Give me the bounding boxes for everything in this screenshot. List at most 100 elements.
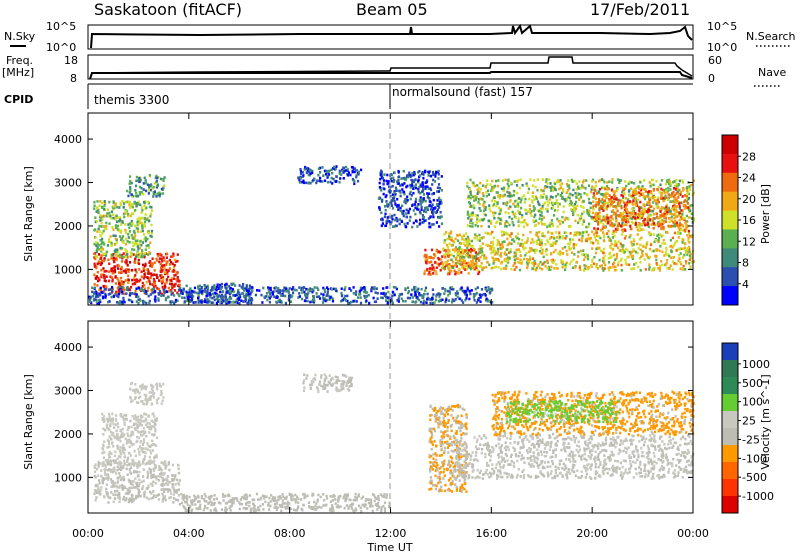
power-cell: [224, 287, 228, 290]
power-cell: [529, 178, 532, 181]
power-cell: [206, 286, 210, 290]
power-cell: [472, 261, 475, 264]
power-cell: [129, 200, 132, 204]
power-cell: [628, 211, 631, 215]
power-cell: [121, 286, 124, 289]
power-cell: [106, 212, 109, 215]
power-cell: [490, 222, 493, 225]
power-cell: [132, 244, 135, 248]
power-cell: [154, 300, 157, 303]
power-cell: [577, 255, 580, 258]
power-cell: [633, 239, 636, 243]
power-cell: [114, 243, 117, 246]
power-cell: [465, 293, 468, 297]
power-cell: [417, 208, 420, 211]
power-cell: [512, 189, 515, 193]
power-cell: [548, 224, 551, 227]
power-cell: [603, 261, 606, 264]
power-cell: [619, 215, 622, 219]
power-cell: [512, 223, 515, 227]
power-cell: [301, 288, 304, 291]
velocity-cell: [113, 481, 116, 485]
power-cell: [248, 297, 251, 301]
power-cell: [420, 208, 423, 212]
power-cell: [435, 211, 438, 214]
power-cell: [635, 261, 638, 265]
power-cell: [450, 238, 453, 242]
power-cell: [546, 239, 549, 242]
power-cell: [575, 188, 578, 191]
velocity-cell: [146, 486, 149, 490]
power-cell: [160, 294, 163, 297]
power-cell: [124, 248, 127, 251]
power-cell: [122, 212, 125, 216]
power-cell: [444, 289, 447, 293]
power-cell: [135, 255, 138, 258]
power-cell: [630, 181, 633, 184]
power-cell: [595, 231, 599, 235]
power-cell: [157, 299, 160, 302]
power-cell: [298, 295, 301, 298]
power-cell: [528, 204, 531, 207]
power-cell: [678, 207, 681, 210]
power-cell: [470, 289, 473, 292]
power-cell: [115, 290, 118, 294]
power-cell: [617, 224, 620, 227]
power-cell: [115, 214, 118, 218]
power-cell: [136, 227, 139, 231]
velocity-cell: [173, 477, 176, 481]
power-cell: [504, 259, 507, 263]
power-cell: [136, 245, 139, 248]
power-cell: [648, 181, 651, 184]
power-cell: [439, 293, 442, 296]
power-cell: [579, 268, 582, 271]
power-cell: [215, 301, 218, 305]
power-cell: [110, 244, 113, 248]
velocity-cell: [136, 487, 139, 490]
velocity-cell: [105, 491, 108, 494]
power-cell: [251, 286, 254, 289]
power-cell: [481, 250, 484, 254]
power-cell: [274, 286, 277, 289]
power-cell: [466, 181, 469, 185]
power-cell: [466, 253, 469, 256]
power-cell: [596, 213, 599, 217]
power-cell: [684, 204, 687, 207]
power-cell: [491, 245, 494, 249]
power-cell: [437, 216, 441, 219]
power-cell: [191, 290, 194, 293]
power-cell: [473, 194, 477, 198]
power-cell: [674, 214, 677, 217]
power-cell: [602, 195, 605, 198]
power-cell: [692, 179, 696, 183]
power-cell: [608, 239, 611, 242]
power-cell: [607, 229, 610, 233]
power-cell: [474, 251, 477, 254]
power-cell: [319, 176, 322, 180]
power-cell: [143, 273, 146, 276]
power-cell: [631, 203, 634, 206]
power-cell: [350, 300, 353, 304]
power-cell: [615, 220, 618, 223]
power-cell: [643, 221, 646, 225]
power-cell: [166, 272, 169, 275]
power-cell: [436, 262, 439, 266]
power-cell: [115, 205, 119, 209]
power-cell: [541, 207, 544, 210]
power-cell: [662, 199, 665, 203]
power-cell: [173, 301, 176, 305]
power-cell: [450, 236, 453, 239]
power-cell: [604, 195, 607, 198]
power-cell: [587, 184, 591, 187]
power-cell: [675, 240, 679, 243]
power-cell: [399, 206, 402, 210]
power-cell: [612, 190, 615, 193]
power-cell: [603, 255, 606, 258]
power-cell: [471, 222, 474, 225]
power-cell: [162, 179, 165, 182]
power-cell: [479, 209, 482, 213]
power-cell: [408, 192, 411, 196]
power-cell: [239, 295, 242, 299]
power-cell: [133, 278, 136, 282]
power-cell: [431, 203, 434, 206]
